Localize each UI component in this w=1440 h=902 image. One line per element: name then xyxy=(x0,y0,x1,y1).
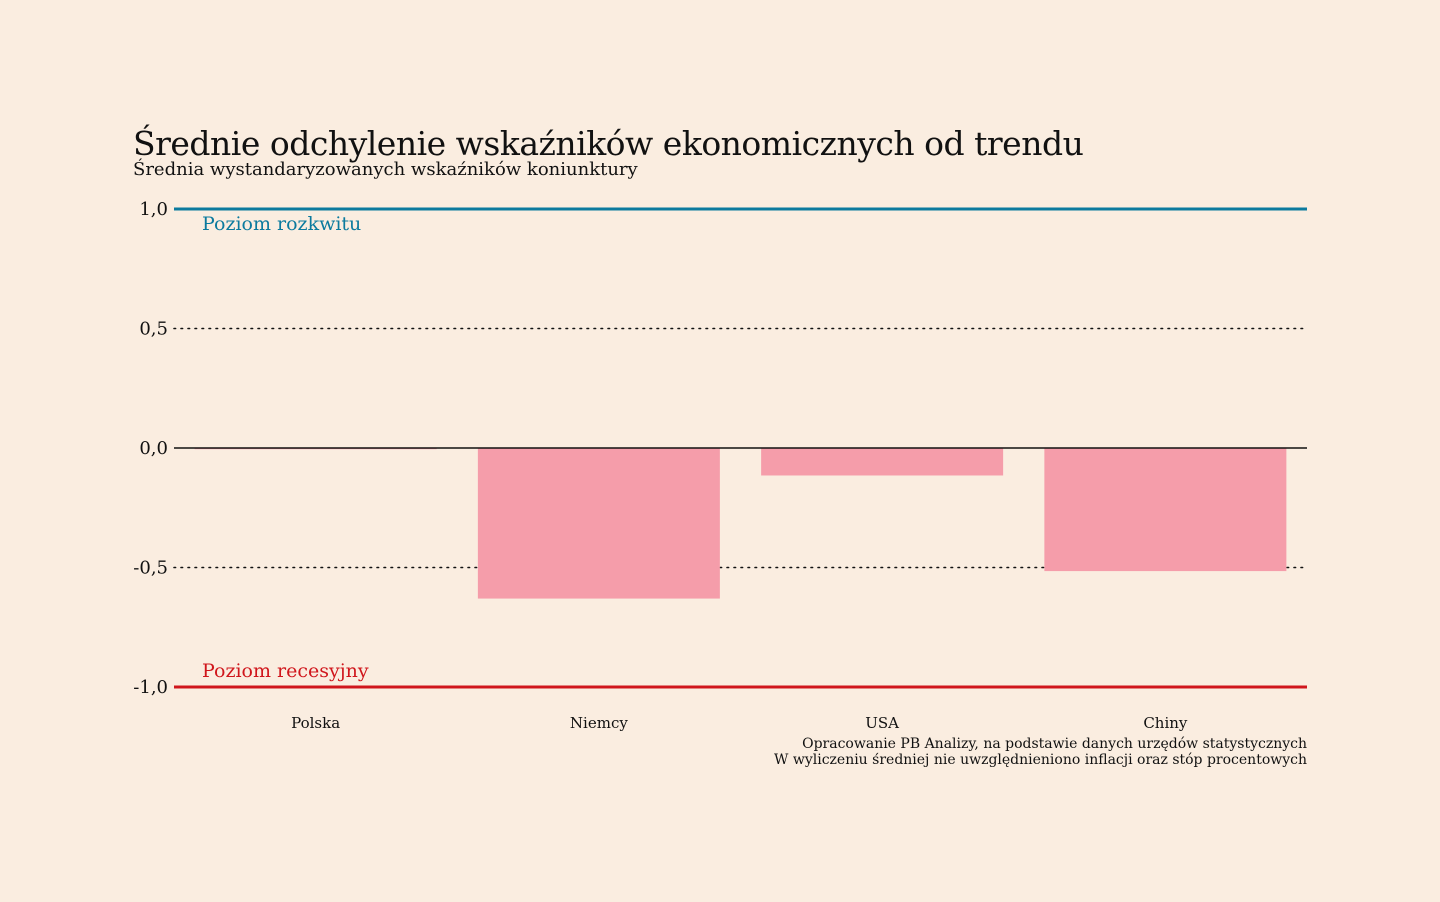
reference-lines-layer: Poziom rozkwitu Poziom recesyjny xyxy=(174,207,1307,689)
y-tick-label-4: -1,0 xyxy=(133,677,168,698)
grid-layer xyxy=(173,327,1308,569)
bars-layer xyxy=(194,448,1287,599)
footnote-source: Opracowanie PB Analizy, na podstawie dan… xyxy=(802,736,1307,752)
category-label-chiny: Chiny xyxy=(1143,714,1188,732)
chart-title: Średnie odchylenie wskaźników ekonomiczn… xyxy=(133,124,1084,163)
chart-footnote: Opracowanie PB Analizy, na podstawie dan… xyxy=(774,736,1307,768)
bar-niemcy xyxy=(477,448,720,599)
chart-subtitle: Średnia wystandaryzowanych wskaźników ko… xyxy=(133,159,638,180)
category-label-polska: Polska xyxy=(291,714,340,732)
y-tick-label-2: 0,0 xyxy=(139,438,168,459)
y-tick-label-1: 0,5 xyxy=(139,319,168,340)
upper-reference-label: Poziom rozkwitu xyxy=(202,213,361,235)
bar-usa xyxy=(761,448,1004,476)
category-label-usa: USA xyxy=(865,714,899,732)
y-tick-label-0: 1,0 xyxy=(139,199,168,220)
bar-chiny xyxy=(1044,448,1287,572)
category-labels-layer: Polska Niemcy USA Chiny xyxy=(291,714,1188,732)
y-tick-label-3: -0,5 xyxy=(133,558,168,579)
footnote-note: W wyliczeniu średniej nie uwzględnienion… xyxy=(774,752,1307,768)
lower-reference-label: Poziom recesyjny xyxy=(202,660,369,682)
category-label-niemcy: Niemcy xyxy=(570,714,628,732)
y-tick-labels-layer: 1,0 0,5 0,0 -0,5 -1,0 xyxy=(133,199,168,698)
